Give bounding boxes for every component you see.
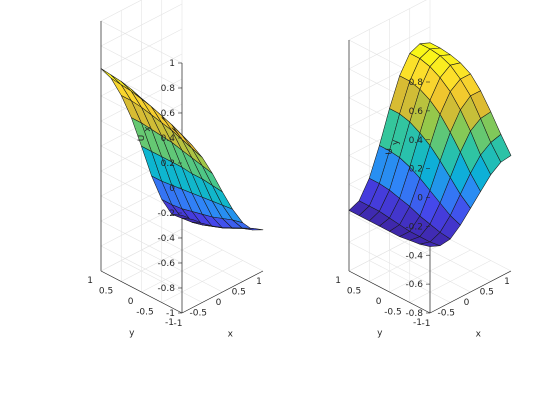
z-tick-label: -0.4 bbox=[157, 234, 175, 244]
x-tick-label: 0 bbox=[216, 298, 222, 308]
y-tick-label: 1 bbox=[335, 276, 341, 286]
z-tick-label: -0.6 bbox=[157, 259, 175, 269]
y-tick-label: 1 bbox=[87, 276, 93, 286]
x-tick-label: -0.5 bbox=[189, 309, 207, 319]
z-tick-label: 1 bbox=[169, 59, 175, 69]
y-axis-label: y bbox=[129, 329, 135, 339]
z-tick-label: -0.4 bbox=[405, 251, 423, 261]
z-tick-label: -0.2 bbox=[157, 209, 175, 219]
y-tick-label: -1 bbox=[165, 318, 174, 328]
y-tick-label: -0.5 bbox=[384, 308, 402, 318]
z-tick-label: -0.2 bbox=[405, 222, 423, 232]
x-axis-label: x bbox=[476, 330, 482, 340]
surface-facet bbox=[490, 134, 512, 163]
y-tick-label: 0.5 bbox=[99, 287, 113, 297]
x-tick-label: 0 bbox=[464, 298, 470, 308]
z-tick-label: -0.8 bbox=[405, 309, 423, 319]
gridline bbox=[369, 260, 451, 303]
z-tick-label: 0.4 bbox=[409, 136, 424, 146]
gridline bbox=[121, 260, 203, 303]
y-tick-label: 0.5 bbox=[347, 287, 361, 297]
x-tick-label: 0.5 bbox=[232, 288, 246, 298]
y-tick-label: 0 bbox=[128, 297, 134, 307]
y-axis-line bbox=[348, 270, 431, 314]
x-tick-label: -1 bbox=[174, 319, 183, 329]
y-axis-line bbox=[100, 270, 183, 314]
x-tick-label: -0.5 bbox=[437, 309, 455, 319]
x-axis-label: x bbox=[228, 330, 234, 340]
x-tick-label: 1 bbox=[504, 277, 510, 287]
x-tick-label: 0.5 bbox=[480, 288, 494, 298]
x-axis-line bbox=[429, 270, 512, 314]
x-tick-label: -1 bbox=[422, 319, 431, 329]
z-tick-label: 0.8 bbox=[409, 78, 424, 88]
z-tick-label: -0.6 bbox=[405, 280, 423, 290]
surface-plot-ux: -1-0.8-0.6-0.4-0.200.20.40.60.81-1-0.500… bbox=[87, 0, 264, 340]
z-tick-label: 0.8 bbox=[161, 84, 176, 94]
x-axis-line bbox=[181, 270, 264, 314]
gridline bbox=[161, 239, 243, 282]
gridline bbox=[181, 228, 264, 272]
z-tick-label: -0.8 bbox=[157, 284, 175, 294]
z-axis-label-subscript: y bbox=[391, 139, 401, 145]
surface-plot-uy: -0.8-0.6-0.4-0.200.20.40.60.8-1-0.500.51… bbox=[335, 0, 512, 340]
z-tick-label: 0.2 bbox=[161, 159, 175, 169]
gridline bbox=[409, 239, 491, 282]
z-axis-label-subscript: x bbox=[143, 126, 153, 132]
z-tick-label: 0.2 bbox=[409, 165, 423, 175]
z-tick-label: 0 bbox=[169, 184, 175, 194]
z-tick-label: 0.6 bbox=[409, 107, 424, 117]
gridline bbox=[100, 0, 143, 22]
z-axis-label: U bbox=[137, 135, 147, 142]
x-tick-label: 1 bbox=[256, 277, 262, 287]
surface-facet bbox=[100, 68, 122, 86]
z-tick-label: 0 bbox=[417, 194, 423, 204]
y-axis-label: y bbox=[377, 329, 383, 339]
z-tick-label: -1 bbox=[166, 309, 175, 319]
surface-facet bbox=[242, 228, 264, 231]
z-tick-label: 0.6 bbox=[161, 109, 176, 119]
z-axis-label: U bbox=[385, 148, 395, 155]
z-tick-label: 0.4 bbox=[161, 134, 176, 144]
y-tick-label: -1 bbox=[413, 318, 422, 328]
y-tick-label: -0.5 bbox=[136, 308, 154, 318]
y-tick-label: 0 bbox=[376, 297, 382, 307]
